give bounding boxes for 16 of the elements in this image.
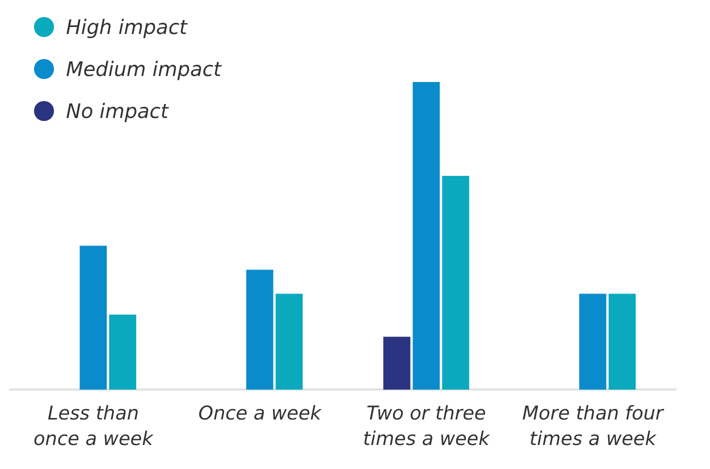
bar — [442, 176, 470, 390]
x-tick-label: More than four times a week — [522, 402, 664, 450]
bar — [80, 246, 107, 390]
legend-label: Medium impact — [66, 57, 222, 81]
x-tick-label: Once a week — [198, 402, 322, 424]
bar — [579, 294, 606, 390]
bar — [412, 82, 440, 390]
x-tick-label: Less than once a week — [34, 402, 154, 450]
bar — [276, 294, 303, 390]
bar — [246, 270, 274, 390]
bar — [608, 294, 636, 390]
x-tick-label: Two or three times a week — [363, 402, 490, 450]
bar — [383, 336, 410, 390]
legend-label: No impact — [66, 99, 168, 123]
bar — [109, 314, 136, 390]
legend-label: High impact — [66, 15, 188, 39]
